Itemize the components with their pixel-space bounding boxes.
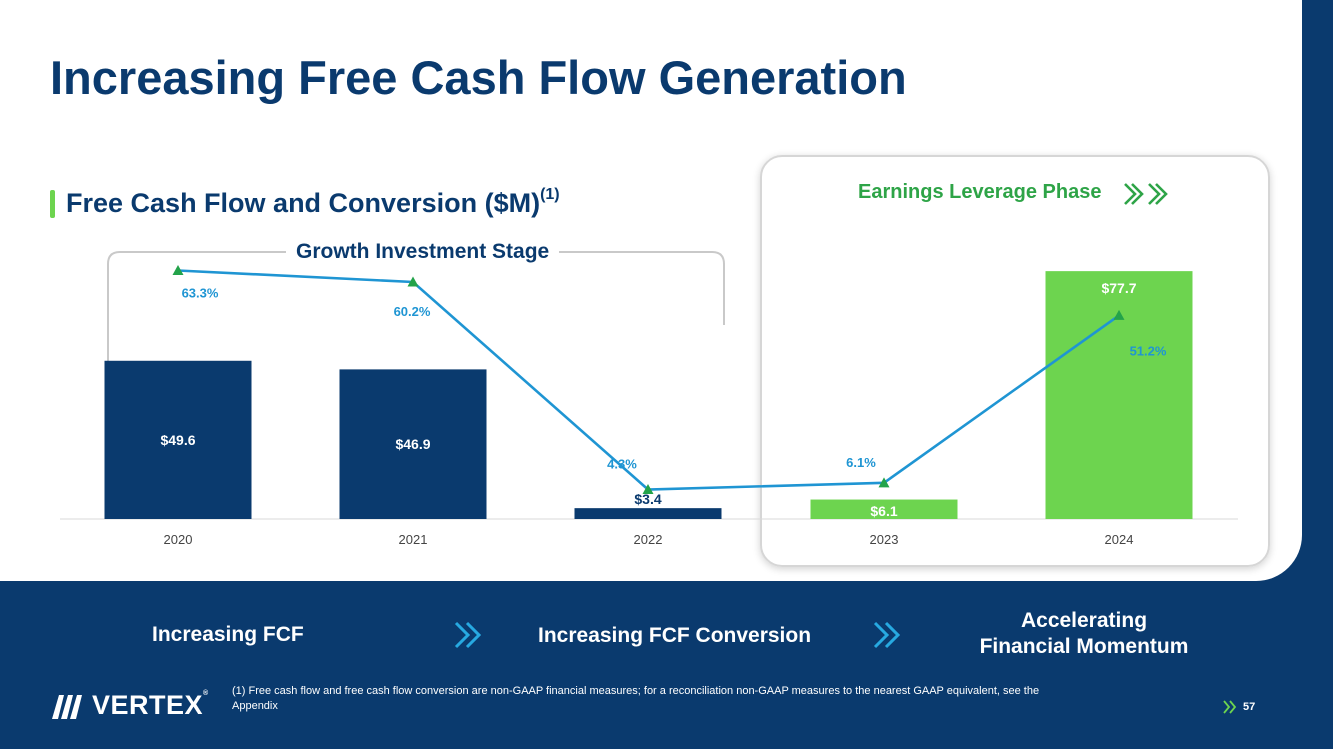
page-number: 57 (1223, 700, 1255, 714)
conversion-line (177, 269, 1120, 491)
footnote-text: (1) Free cash flow and free cash flow co… (232, 685, 1040, 712)
bottom-item-financial-momentum: Accelerating Financial Momentum (970, 608, 1198, 660)
x-tick-label: 2023 (870, 532, 899, 547)
conversion-value-label: 4.3% (607, 457, 637, 472)
x-tick-label: 2020 (164, 532, 193, 547)
chart-subtitle: Free Cash Flow and Conversion ($M)(1) (66, 186, 560, 219)
fcf-value-label: $6.1 (870, 503, 897, 519)
chevron-icon (1223, 700, 1237, 714)
fcf-value-label: $3.4 (634, 491, 661, 507)
earnings-leverage-box (760, 155, 1270, 567)
page-number-text: 57 (1243, 701, 1256, 713)
vertex-logo: VERTEX® (50, 690, 209, 721)
bottom-item-fcf-conversion: Increasing FCF Conversion (538, 624, 812, 647)
conversion-value-label: 6.1% (846, 455, 876, 470)
fcf-value-label: $77.7 (1101, 280, 1136, 296)
fcf-bar-2022 (574, 508, 722, 519)
momentum-line-1: Accelerating (1020, 609, 1148, 632)
vertex-logo-word: VERTEX (92, 690, 204, 720)
momentum-line-2: Financial Momentum (979, 635, 1189, 658)
chevron-icon (454, 621, 482, 649)
fcf-value-label: $49.6 (160, 432, 195, 448)
conversion-marker (1113, 309, 1125, 320)
conversion-marker (642, 484, 654, 495)
growth-stage-label: Growth Investment Stage (286, 240, 560, 264)
chart-subtitle-text: Free Cash Flow and Conversion ($M) (66, 188, 541, 218)
x-tick-label: 2024 (1105, 532, 1134, 547)
footnote-marker: (1) (540, 186, 560, 203)
conversion-value-label: 60.2% (394, 304, 431, 319)
fcf-bar-2021 (339, 369, 487, 519)
x-tick-label: 2022 (634, 532, 663, 547)
fcf-bar-2023 (810, 499, 958, 519)
conversion-marker (172, 265, 184, 275)
conversion-marker (878, 477, 890, 488)
conversion-marker (407, 276, 419, 287)
fcf-bar-2024 (1045, 271, 1193, 519)
subtitle-accent-bar (50, 190, 55, 218)
vertex-logo-text: VERTEX® (92, 690, 209, 721)
earnings-leverage-label: Earnings Leverage Phase (858, 181, 1102, 203)
registered-mark: ® (203, 690, 209, 697)
conversion-value-label: 51.2% (1130, 343, 1167, 358)
double-chevron-icon (1124, 183, 1168, 205)
bottom-item-increasing-fcf: Increasing FCF (152, 623, 304, 646)
vertex-logo-mark-icon (52, 694, 82, 719)
fcf-value-label: $46.9 (395, 436, 430, 452)
conversion-value-label: 63.3% (182, 286, 219, 301)
slide-title: Increasing Free Cash Flow Generation (50, 51, 907, 104)
chevron-icon (873, 621, 901, 649)
x-tick-label: 2021 (399, 532, 428, 547)
fcf-bar-2020 (104, 360, 252, 519)
